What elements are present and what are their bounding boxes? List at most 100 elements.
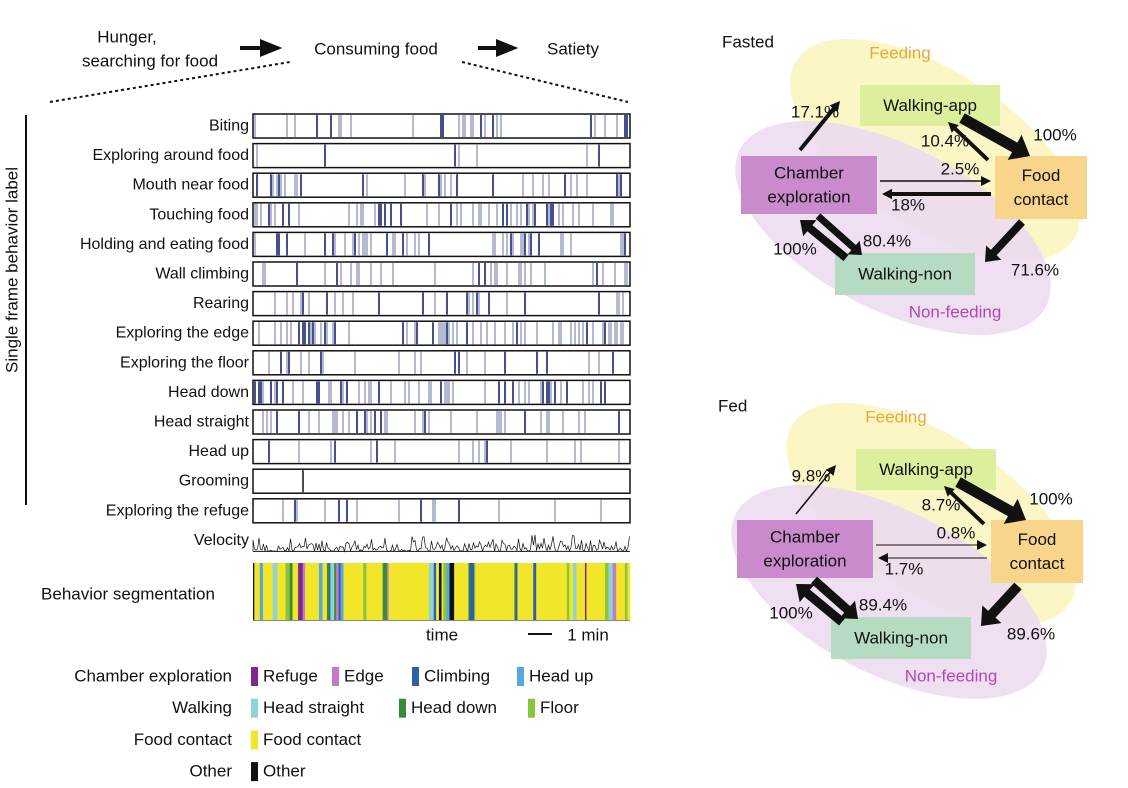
edge-label: 0.8%: [937, 524, 976, 543]
legend-label: Food contact: [263, 730, 362, 749]
flow-label: searching for food: [82, 52, 218, 71]
segment: [491, 563, 509, 620]
segment: [338, 563, 341, 620]
node-label: exploration: [763, 552, 846, 571]
segmentation-label: Behavior segmentation: [41, 585, 215, 604]
region-label: Non-feeding: [909, 303, 1002, 322]
flow-label: Satiety: [547, 40, 599, 59]
segment: [475, 563, 487, 620]
segment: [433, 563, 437, 620]
state-node: [741, 156, 877, 214]
edge-arrow: [800, 220, 849, 262]
row-box: [252, 409, 631, 435]
row-box: [252, 350, 631, 376]
region-label: Feeding: [865, 408, 926, 427]
legend-label: Head straight: [263, 698, 364, 717]
row-label: Holding and eating food: [80, 236, 249, 253]
row-label: Exploring the refuge: [106, 502, 249, 519]
edge-arrow: [815, 213, 862, 255]
row-box: [252, 468, 631, 494]
segment: [387, 563, 389, 620]
edge-arrow: [959, 113, 1030, 160]
segment: [262, 563, 274, 620]
node-label: Walking-app: [883, 96, 977, 115]
edge-label: 100%: [1029, 490, 1072, 509]
diagram-title: Fed: [718, 397, 747, 416]
segment: [598, 563, 606, 620]
node-label: Food: [1022, 166, 1061, 185]
flow-label: Consuming food: [314, 40, 438, 59]
row-box: [252, 231, 631, 258]
node-label: Walking-non: [858, 265, 952, 284]
segment: [326, 563, 330, 620]
segment: [566, 563, 570, 620]
edge-label: 71.6%: [1011, 261, 1059, 280]
segment: [318, 563, 323, 620]
segment: [586, 563, 600, 620]
row-box: [252, 438, 631, 465]
legend-swatch: [332, 667, 339, 686]
legend-swatch: [251, 667, 258, 686]
segment: [336, 563, 339, 620]
segment: [485, 563, 491, 620]
segment: [616, 563, 626, 620]
legend-group: Food contact: [134, 730, 233, 749]
segment: [403, 563, 412, 620]
node-label: Chamber: [774, 164, 844, 183]
edge-arrow: [880, 176, 991, 186]
legend-swatch: [251, 730, 258, 750]
edge-label: 80.4%: [863, 232, 911, 251]
legend-swatch: [412, 667, 419, 686]
flow-label: Hunger,: [97, 28, 157, 47]
row-label: Head down: [168, 384, 249, 401]
state-node: [995, 156, 1087, 219]
row-label: Head up: [189, 443, 250, 460]
legend-label: Head up: [529, 667, 593, 686]
edge-label: 10.4%: [921, 132, 969, 151]
row-box: [252, 261, 631, 287]
segment: [302, 563, 306, 620]
segment: [576, 563, 586, 620]
segment: [253, 563, 255, 620]
legend-label: Climbing: [424, 667, 490, 686]
edge-arrow: [878, 553, 987, 563]
segment: [298, 563, 303, 620]
flow-arrow: [240, 39, 283, 57]
edge-arrow: [811, 576, 858, 619]
segment: [443, 563, 447, 620]
legend-group: Chamber exploration: [74, 667, 232, 686]
edge-arrow: [798, 101, 840, 152]
segment: [343, 563, 350, 620]
segment: [569, 563, 574, 620]
transition-diagram: Fasted Feeding Non-feeding Walking-app Food c…: [722, 33, 1087, 335]
axis-label: Single frame behavior label: [3, 167, 22, 373]
segment: [449, 563, 455, 620]
segment: [624, 563, 628, 620]
edge-label: 9.8%: [792, 467, 831, 486]
segment: [454, 563, 469, 620]
segment: [417, 563, 430, 620]
node-label: contact: [1010, 554, 1065, 573]
diagram-title: Fasted: [722, 33, 774, 52]
row-label: Wall climbing: [155, 266, 249, 283]
edge-label: 2.5%: [941, 160, 980, 179]
node-label: contact: [1014, 190, 1069, 209]
legend-label: Refuge: [263, 667, 318, 686]
edge-arrow: [948, 122, 990, 162]
segment: [388, 563, 405, 620]
edge-label: 100%: [1033, 126, 1076, 145]
node-label: Walking-non: [854, 629, 948, 648]
row-label: Exploring the floor: [120, 354, 250, 371]
row-box: [252, 202, 631, 228]
segment: [469, 563, 475, 620]
segment: [349, 563, 355, 620]
row-label: Velocity: [194, 532, 249, 549]
legend-group: Walking: [172, 698, 232, 717]
segment: [612, 563, 617, 620]
legend-swatch: [251, 698, 258, 718]
edge-arrow: [795, 465, 836, 515]
segment: [285, 563, 291, 620]
legend-label: Head down: [411, 698, 497, 717]
flow-arrow: [478, 39, 519, 57]
